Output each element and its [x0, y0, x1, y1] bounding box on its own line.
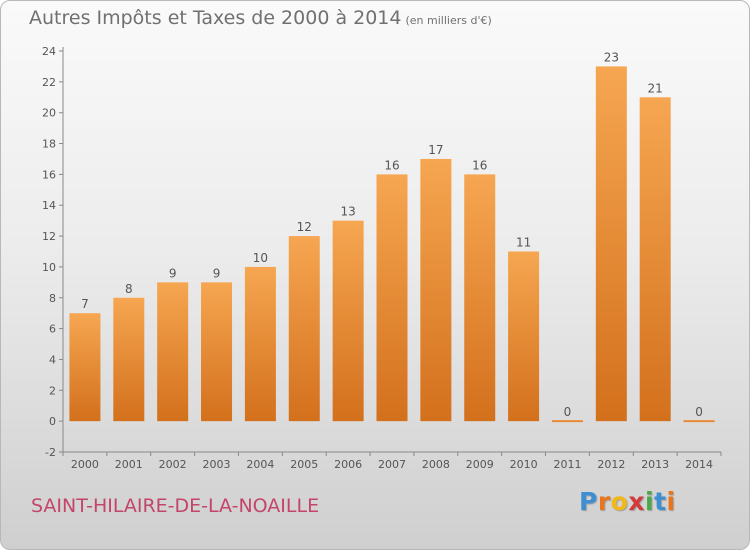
- bars: [69, 66, 715, 423]
- y-tick-label: 20: [42, 107, 56, 120]
- bar: [201, 282, 233, 422]
- data-label: 13: [340, 205, 355, 219]
- x-tick-label: 2007: [378, 458, 406, 471]
- bar: [376, 174, 408, 422]
- data-label: 9: [169, 266, 177, 280]
- logo-letter: P: [579, 487, 598, 516]
- y-tick-label: 0: [49, 415, 56, 428]
- x-tick-label: 2002: [159, 458, 187, 471]
- x-tick-label: 2000: [71, 458, 99, 471]
- bar: [508, 251, 540, 422]
- x-axis: 2000 2001 2002 2003 2004 2005 2006 2007 2008 2009…: [62, 451, 722, 471]
- y-tick-label: 8: [49, 292, 56, 305]
- chart-title: Autres Impôts et Taxes de 2000 à 2014 (en…: [29, 7, 492, 29]
- x-tick-label: 2009: [466, 458, 494, 471]
- data-label: 11: [516, 236, 531, 250]
- data-label: 16: [384, 158, 399, 172]
- data-label: 21: [648, 81, 663, 95]
- y-tick-label: 16: [42, 168, 56, 181]
- logo-letter: i: [666, 487, 676, 516]
- x-tick-label: 2006: [334, 458, 362, 471]
- bar: [288, 236, 320, 422]
- data-label: 0: [564, 405, 572, 419]
- bar: [683, 420, 715, 423]
- data-label: 23: [604, 50, 619, 64]
- y-tick-label: 14: [42, 199, 56, 212]
- y-tick-label: -2: [45, 446, 56, 459]
- y-tick-label: 22: [42, 76, 56, 89]
- logo-letter: i: [645, 487, 655, 516]
- logo-letter: o: [610, 487, 629, 516]
- data-label: 0: [695, 405, 703, 419]
- bar: [551, 420, 583, 423]
- y-tick-label: 10: [42, 261, 56, 274]
- x-tick-label: 2014: [685, 458, 713, 471]
- x-tick-label: 2001: [115, 458, 143, 471]
- y-tick-label: 4: [49, 353, 56, 366]
- logo-letter: r: [597, 487, 611, 516]
- y-tick-label: 6: [49, 323, 56, 336]
- bar: [464, 174, 496, 422]
- bar: [332, 220, 364, 422]
- bar: [420, 158, 452, 422]
- x-tick-label: 2003: [203, 458, 231, 471]
- y-tick-label: 2: [49, 384, 56, 397]
- bar: [244, 266, 276, 422]
- data-label: 10: [253, 251, 268, 265]
- proxiti-logo: Proxiti: [579, 487, 676, 516]
- chart-title-text: Autres Impôts et Taxes de 2000 à 2014: [29, 7, 402, 29]
- bar: [157, 282, 189, 422]
- x-tick-label: 2012: [597, 458, 625, 471]
- data-label: 12: [297, 220, 312, 234]
- bar: [69, 313, 101, 422]
- data-label: 17: [428, 143, 443, 157]
- y-tick-label: 12: [42, 230, 56, 243]
- logo-letter: t: [654, 487, 667, 516]
- y-tick-label: 18: [42, 138, 56, 151]
- data-labels: 7 8 9 9 10 12 13 16 17 16 11 0 23 21 0: [81, 50, 703, 419]
- data-label: 9: [213, 266, 221, 280]
- bar: [595, 66, 627, 422]
- x-tick-label: 2004: [246, 458, 274, 471]
- chart-unit-label: (en milliers d'€): [405, 14, 492, 27]
- x-tick-label: 2005: [290, 458, 318, 471]
- bar: [113, 297, 145, 422]
- x-tick-label: 2008: [422, 458, 450, 471]
- x-tick-label: 2010: [510, 458, 538, 471]
- data-label: 8: [125, 282, 133, 296]
- logo-letter: x: [628, 487, 645, 516]
- commune-name: SAINT-HILAIRE-DE-LA-NOAILLE: [31, 495, 320, 517]
- data-label: 7: [81, 297, 89, 311]
- x-tick-label: 2013: [641, 458, 669, 471]
- x-tick-label: 2011: [553, 458, 581, 471]
- y-tick-label: 24: [42, 45, 56, 58]
- bar: [639, 97, 671, 422]
- data-label: 16: [472, 158, 487, 172]
